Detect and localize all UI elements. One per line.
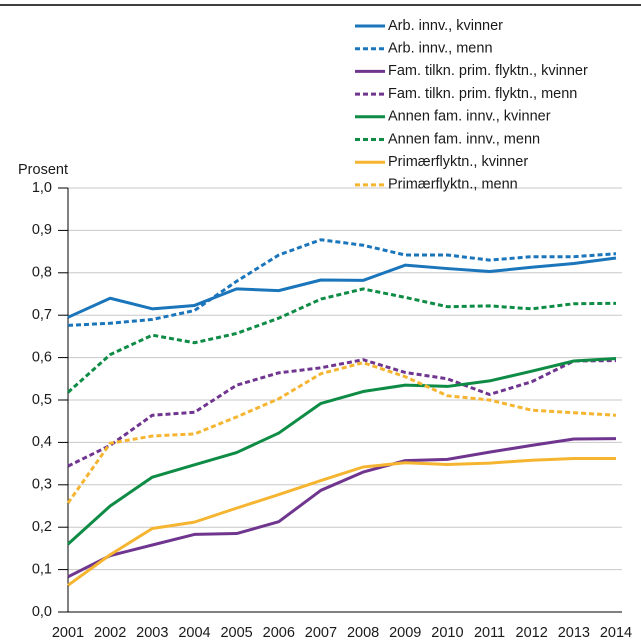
series-line (66, 361, 617, 504)
y-tick-label: 0,6 (32, 349, 52, 365)
legend-label: Primærflyktn., kvinner (388, 154, 528, 170)
series-line (67, 437, 617, 579)
y-tick-label: 0,5 (32, 392, 52, 408)
x-tick-label: 2008 (347, 625, 379, 641)
legend-label: Fam. tilkn. prim. flyktn., kvinner (388, 63, 588, 79)
x-tick-label: 2002 (94, 625, 126, 641)
legend-label: Arb. innv., menn (388, 41, 493, 57)
y-tick-label: 0,8 (32, 265, 52, 281)
y-tick-label: 0,2 (32, 519, 52, 535)
x-tick-label: 2014 (600, 625, 632, 641)
x-tick-label: 2010 (431, 625, 463, 641)
x-tick-label: 2003 (136, 625, 168, 641)
y-tick-label: 1,0 (32, 180, 52, 196)
series-line (66, 356, 617, 546)
legend-label: Annen fam. innv., menn (388, 131, 540, 147)
x-tick-label: 2013 (558, 625, 590, 641)
legend-label: Arb. innv., kvinner (388, 18, 503, 34)
x-tick-label: 2006 (263, 625, 295, 641)
series-line (67, 256, 617, 319)
series-line (67, 238, 617, 327)
x-tick-label: 2011 (474, 625, 505, 641)
y-tick-label: 0,0 (32, 604, 52, 620)
y-tick-label: 0,4 (32, 434, 52, 450)
y-tick-label: 0,7 (32, 307, 52, 323)
x-tick-label: 2005 (220, 625, 252, 641)
x-tick-label: 2001 (52, 625, 84, 641)
series-line (67, 457, 616, 587)
x-tick-label: 2012 (516, 625, 548, 641)
x-tick-label: 2004 (178, 625, 210, 641)
y-tick-label: 0,3 (32, 477, 52, 493)
x-tick-label: 2009 (389, 625, 421, 641)
series-line (66, 287, 617, 394)
y-axis-label: Prosent (18, 162, 68, 178)
legend-label: Primærflyktn., menn (388, 177, 518, 193)
legend-label: Annen fam. innv., kvinner (388, 109, 551, 125)
y-tick-label: 0,1 (32, 561, 52, 577)
y-tick-label: 0,9 (32, 222, 52, 238)
x-tick-label: 2007 (305, 625, 337, 641)
series-line (67, 358, 617, 468)
legend-label: Fam. tilkn. prim. flyktn., menn (388, 86, 577, 102)
